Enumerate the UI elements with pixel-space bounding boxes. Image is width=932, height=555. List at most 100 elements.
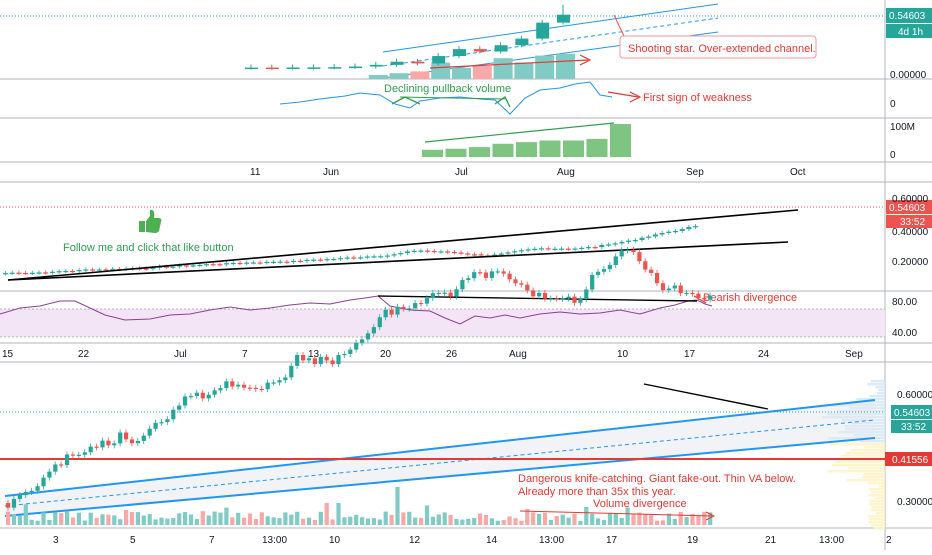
daily-candle <box>431 251 437 253</box>
4h-volume-bar <box>153 519 158 525</box>
h-tick-060: 0.60000 <box>897 390 932 401</box>
4h-candle <box>413 302 418 309</box>
4h-candle <box>660 283 666 291</box>
vol-axis-tick-100m: 100M <box>890 122 915 133</box>
4h-candle <box>265 382 270 390</box>
daily-candle <box>585 247 591 249</box>
4h-volume-bar <box>489 518 494 525</box>
4h-volume-bar <box>342 517 347 525</box>
weekly-candle <box>453 49 466 57</box>
4h-volume-bar <box>531 512 536 525</box>
h-xtick-8: 17 <box>606 535 618 546</box>
4h-volume-bar <box>348 516 353 525</box>
volume-profile-bar <box>850 449 885 452</box>
daily-countdown: 33:52 <box>900 217 925 228</box>
4h-volume-bar <box>560 514 565 525</box>
4h-candle <box>519 283 524 285</box>
weekly-volume-overlay-bar <box>389 73 409 79</box>
4h-candle <box>472 272 477 279</box>
4h-volume-bar <box>537 513 542 525</box>
daily-candle <box>693 226 699 228</box>
4h-candle <box>336 355 341 365</box>
weekly-volume-overlay-bar <box>431 62 451 79</box>
daily-candle <box>626 240 632 242</box>
4h-volume-bar <box>324 503 329 525</box>
daily-candle <box>143 268 149 270</box>
daily-candle <box>646 236 652 238</box>
4h-volume-bar <box>684 517 689 525</box>
volume-profile-bar <box>870 509 885 512</box>
4h-volume-bar <box>218 512 223 525</box>
daily-candle <box>525 249 531 251</box>
note-first-weakness: First sign of weakness <box>643 92 752 104</box>
4h-candle <box>631 249 636 253</box>
4h-candle <box>655 272 660 284</box>
4h-candle <box>601 269 607 272</box>
4h-volume-bar <box>253 518 258 525</box>
4h-candle <box>124 432 129 440</box>
volume-profile-bar <box>869 488 885 491</box>
4h-candle <box>466 278 471 280</box>
daily-candle <box>204 264 209 266</box>
4h-candle <box>94 446 99 448</box>
h-xtick-1: 5 <box>130 535 136 546</box>
daily-candle <box>579 247 585 250</box>
daily-candle <box>364 256 370 258</box>
4h-volume-bar <box>401 512 406 525</box>
4h-candle <box>419 302 424 305</box>
4h-candle <box>478 272 483 274</box>
4h-candle <box>525 284 530 291</box>
4h-candle <box>501 271 506 274</box>
4h-volume-bar <box>59 513 64 525</box>
daily-candle <box>90 269 96 271</box>
volume-profile-bar <box>845 452 885 455</box>
4h-candle <box>330 360 335 365</box>
volume-profile-bar <box>848 467 885 470</box>
4h-volume-bar <box>419 517 424 525</box>
4h-volume-bar <box>65 511 70 525</box>
daily-candle <box>177 265 183 267</box>
4h-volume-bar <box>124 509 129 525</box>
note-declining-volume: Declining pullback volume <box>384 83 511 95</box>
h-xtick-0: 3 <box>53 535 59 546</box>
4h-candle <box>6 503 11 508</box>
4h-volume-bar <box>554 515 559 525</box>
4h-volume-bar <box>424 505 430 525</box>
4h-candle <box>460 279 465 290</box>
volume-profile-bar <box>867 482 885 485</box>
4h-candle <box>584 289 589 300</box>
4h-candle <box>76 454 81 456</box>
daily-candle <box>36 272 42 274</box>
4h-candle <box>696 293 701 298</box>
note-shooting-star: Shooting star. Over-extended channel. <box>628 43 816 55</box>
4h-candle <box>389 309 394 315</box>
4h-volume-bar <box>212 511 217 525</box>
weekly-volume-overlay-bar <box>410 71 430 79</box>
d-xtick-3: 7 <box>242 349 248 360</box>
h-xtick-7: 13:00 <box>539 535 564 546</box>
4h-candle <box>129 439 135 444</box>
daily-candle <box>23 272 29 275</box>
4h-volume-bar <box>265 516 270 525</box>
note-bearish-divergence: Bearish divergence <box>703 292 797 304</box>
rsi-tick-40: 40.00 <box>892 328 917 339</box>
4h-candle <box>100 440 105 448</box>
4h-candle <box>141 435 146 441</box>
4h-volume-bar <box>696 515 701 525</box>
daily-candle <box>606 244 611 246</box>
d-xtick-4: 13 <box>308 349 320 360</box>
daily-candle <box>679 229 685 231</box>
4h-volume-bar <box>702 511 707 525</box>
daily-candle <box>49 271 55 273</box>
4h-volume-bar <box>371 518 376 525</box>
daily-candle <box>16 272 22 274</box>
volume-profile-bar <box>846 479 885 482</box>
d-xtick-10: 24 <box>758 349 770 360</box>
4h-volume-bar <box>177 513 182 525</box>
daily-candle <box>532 248 538 250</box>
4h-candle <box>65 454 70 466</box>
4h-volume-bar <box>572 513 577 525</box>
daily-candle <box>632 239 638 242</box>
4h-candle <box>436 292 441 295</box>
